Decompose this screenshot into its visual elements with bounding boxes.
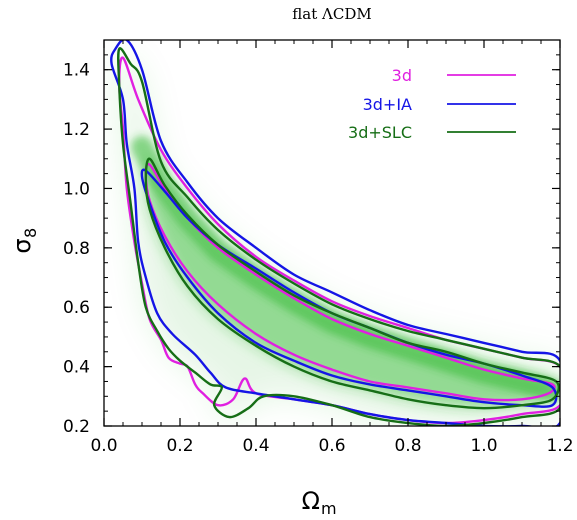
y-tick-label: 1.2 <box>63 120 90 140</box>
y-axis-label-symbol: σ <box>8 238 36 253</box>
contour-3d-slc-68 <box>144 157 560 410</box>
legend-item-3d-ia: 3d+IA <box>363 95 516 114</box>
legend-label-3d-ia: 3d+IA <box>363 95 412 114</box>
y-tick-label: 0.8 <box>63 239 90 259</box>
x-tick-label: 1.0 <box>470 436 497 456</box>
legend-label-3d-slc: 3d+SLC <box>348 123 412 142</box>
x-tick-labels: 0.0 0.2 0.4 0.6 0.8 1.0 1.2 <box>90 436 573 456</box>
x-axis-label: Ω m <box>302 487 337 518</box>
y-tick-label: 0.6 <box>63 298 90 318</box>
y-tick-label: 1.0 <box>63 179 90 199</box>
y-tick-label: 1.4 <box>63 61 90 81</box>
axis-ticks <box>103 39 561 427</box>
x-axis-label-symbol: Ω <box>302 487 320 515</box>
x-tick-label: 0.8 <box>394 436 421 456</box>
legend-item-3d-slc: 3d+SLC <box>348 123 516 142</box>
contour-lines <box>110 40 560 426</box>
density-shading <box>118 48 560 426</box>
y-tick-labels: 0.2 0.4 0.6 0.8 1.0 1.2 1.4 <box>63 61 90 437</box>
x-tick-label: 0.2 <box>166 436 193 456</box>
y-axis-label: σ 8 <box>8 228 40 254</box>
density-outer <box>118 48 560 426</box>
contour-3d-ia-68 <box>140 168 558 408</box>
chart-title: flat ΛCDM <box>292 5 371 23</box>
x-tick-label: 0.4 <box>242 436 269 456</box>
y-axis-label-subscript: 8 <box>21 228 40 238</box>
legend-item-3d: 3d <box>392 66 516 85</box>
x-tick-label: 1.2 <box>546 436 573 456</box>
y-tick-label: 0.2 <box>63 417 90 437</box>
x-tick-label: 0.0 <box>90 436 117 456</box>
x-axis-label-subscript: m <box>321 499 337 518</box>
y-tick-label: 0.4 <box>63 358 90 378</box>
contour-3d-68 <box>144 162 556 402</box>
x-tick-label: 0.6 <box>318 436 345 456</box>
legend-label-3d: 3d <box>392 66 412 85</box>
legend: 3d 3d+IA 3d+SLC <box>348 66 516 142</box>
